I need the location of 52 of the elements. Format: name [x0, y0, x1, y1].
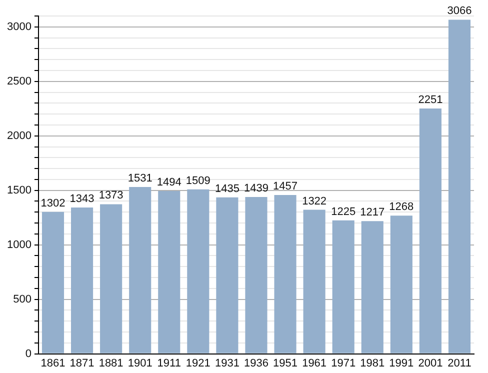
x-tick-label: 1921: [186, 357, 210, 370]
data-label: 1435: [214, 182, 240, 195]
x-tick-label: 1881: [98, 357, 124, 370]
y-tick-label: 0: [25, 348, 32, 360]
data-label: 1439: [244, 182, 268, 195]
data-label: 1268: [389, 201, 414, 214]
x-tick-label: 1911: [157, 357, 181, 370]
x-tick-label: 1936: [244, 357, 268, 370]
data-label: 1457: [273, 180, 298, 193]
bar: [129, 186, 152, 354]
x-tick-label: 1971: [331, 357, 356, 370]
bar: [245, 196, 268, 354]
data-label: 1373: [98, 190, 124, 202]
data-label: 1494: [156, 176, 182, 189]
bar: [216, 197, 238, 354]
data-label: 2251: [418, 94, 443, 106]
x-tick-label: 2001: [418, 357, 443, 370]
y-tick-label: 2000: [6, 130, 32, 142]
x-tick-label: 1871: [70, 357, 94, 370]
bar: [42, 212, 64, 354]
data-label: 1509: [186, 174, 210, 187]
data-label: 1217: [360, 206, 385, 219]
bar: [390, 216, 412, 354]
x-tick-label: 1991: [389, 357, 414, 370]
data-label: 1531: [128, 172, 152, 184]
data-label: 3066: [447, 5, 472, 18]
data-label: 1225: [331, 206, 356, 218]
bar: [361, 221, 384, 354]
bar: [187, 189, 210, 354]
x-tick-label: 1901: [128, 357, 152, 370]
bar: [274, 195, 296, 354]
bar: [303, 210, 326, 354]
bar: [332, 220, 354, 354]
y-tick-label: 3000: [6, 20, 32, 33]
data-label: 1302: [40, 197, 66, 210]
bar: [100, 204, 122, 354]
x-tick-label: 1931: [214, 357, 240, 370]
data-label: 1343: [70, 192, 94, 205]
data-label: 1322: [302, 195, 327, 208]
bar: [70, 207, 94, 354]
x-tick-label: 2011: [448, 357, 472, 370]
x-tick-label: 1961: [302, 357, 327, 370]
y-tick-label: 500: [13, 293, 32, 306]
y-tick-label: 2500: [6, 75, 32, 88]
bar: [448, 20, 471, 354]
y-tick-label: 1500: [6, 184, 32, 196]
x-tick-label: 1861: [40, 357, 66, 370]
x-tick-label: 1981: [360, 357, 385, 370]
bar: [158, 191, 180, 354]
x-tick-label: 1951: [273, 357, 298, 370]
bar: [419, 108, 442, 354]
y-tick-label: 1000: [6, 238, 32, 251]
